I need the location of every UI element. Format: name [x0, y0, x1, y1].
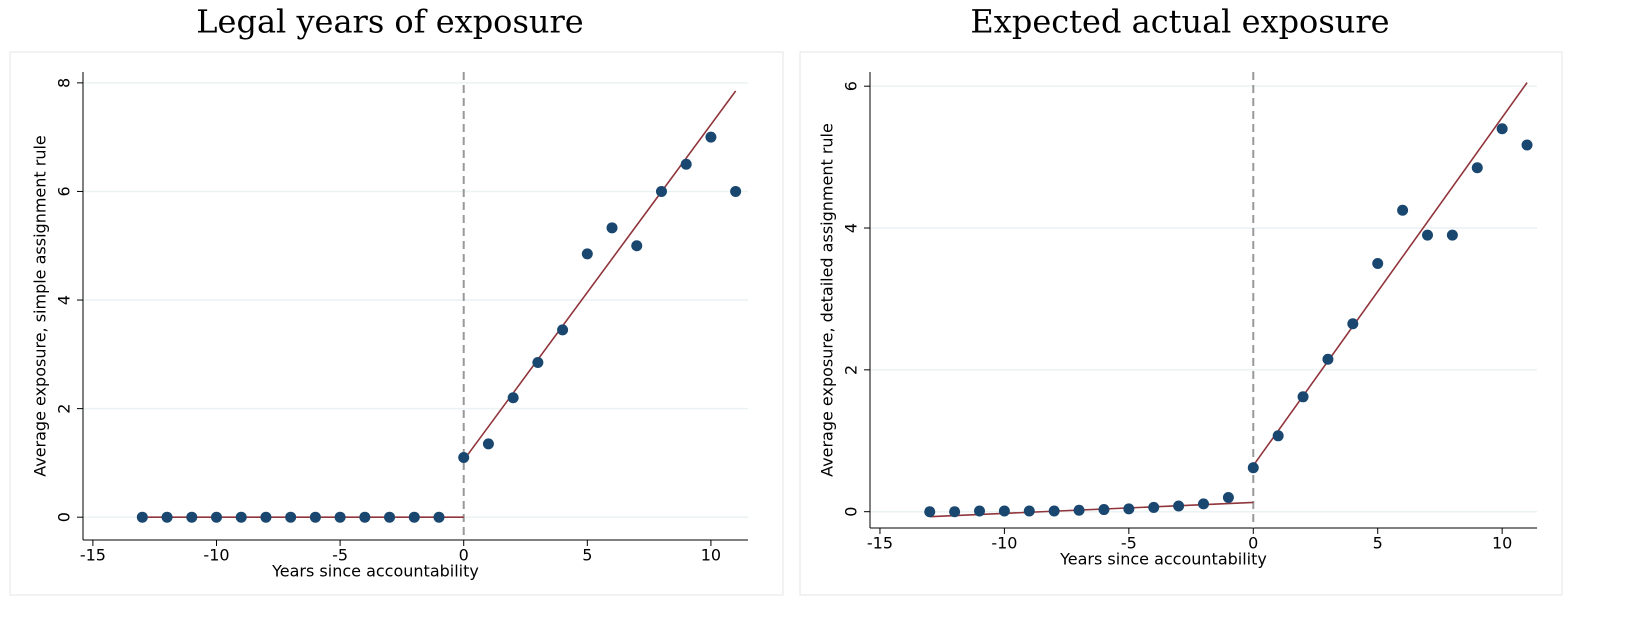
x-tick-label: 10: [701, 546, 721, 565]
point: [285, 511, 297, 523]
y-axis-label: Average exposure, detailed assignment ru…: [818, 123, 837, 477]
x-tick-label: 5: [582, 546, 592, 565]
point: [1098, 504, 1110, 516]
y-tick-label: 0: [55, 512, 74, 522]
point: [1446, 229, 1458, 241]
fit-line: [1252, 82, 1528, 467]
point: [606, 222, 618, 234]
point: [1173, 500, 1185, 512]
y-tick-label: 8: [55, 78, 74, 88]
point: [1198, 498, 1209, 510]
point: [1073, 504, 1085, 516]
point: [1496, 123, 1508, 135]
y-axis-label: Average exposure, simple assignment rule: [31, 135, 50, 477]
x-axis-label: Years since accountability: [271, 562, 479, 581]
point: [581, 248, 593, 260]
point: [1222, 492, 1234, 504]
point: [186, 511, 198, 523]
point: [730, 185, 742, 197]
x-tick-label: 0: [459, 546, 469, 565]
point: [334, 511, 346, 523]
point: [210, 511, 222, 523]
point: [384, 511, 396, 523]
point: [1372, 257, 1384, 269]
point: [136, 511, 148, 523]
point: [433, 511, 445, 523]
point: [260, 511, 272, 523]
y-tick-label: 2: [842, 365, 861, 375]
point: [359, 511, 371, 523]
point: [408, 511, 420, 523]
y-tick-label: 2: [55, 404, 74, 414]
point: [1421, 229, 1433, 241]
x-tick-label: -5: [332, 546, 348, 565]
y-tick-label: 0: [842, 507, 861, 517]
point: [507, 392, 519, 404]
point: [1297, 391, 1309, 403]
point: [1471, 162, 1483, 174]
point: [1521, 139, 1533, 151]
point: [974, 505, 986, 517]
chart-title: Legal years of exposure: [196, 3, 583, 41]
point: [924, 506, 936, 518]
point: [1347, 318, 1359, 330]
point: [949, 506, 961, 518]
panel-frame: [799, 51, 1563, 596]
x-tick-label: -5: [1121, 534, 1137, 553]
x-tick-label: 5: [1373, 534, 1383, 553]
point: [1397, 204, 1409, 216]
point: [458, 451, 470, 463]
point: [998, 505, 1010, 517]
point: [1272, 430, 1284, 442]
point: [1247, 462, 1259, 474]
point: [680, 158, 692, 170]
x-tick-label: -15: [80, 546, 106, 565]
point: [161, 511, 173, 523]
chart-title: Expected actual exposure: [970, 3, 1389, 41]
point: [482, 438, 494, 450]
point: [309, 511, 321, 523]
y-tick-label: 6: [55, 186, 74, 196]
x-tick-label: -10: [991, 534, 1017, 553]
x-tick-label: -10: [203, 546, 229, 565]
point: [1322, 353, 1334, 365]
y-tick-label: 4: [55, 295, 74, 305]
point: [532, 356, 544, 368]
point: [705, 131, 717, 143]
point: [631, 240, 643, 252]
point: [1148, 501, 1160, 513]
point: [235, 511, 247, 523]
y-tick-label: 4: [842, 223, 861, 233]
point: [1048, 505, 1060, 517]
x-tick-label: -15: [867, 534, 893, 553]
point: [1023, 505, 1035, 517]
x-tick-label: 10: [1492, 534, 1512, 553]
point: [1123, 503, 1135, 515]
point: [655, 185, 667, 197]
panel-frame: [9, 51, 784, 596]
y-tick-label: 6: [842, 81, 861, 91]
x-tick-label: 0: [1248, 534, 1258, 553]
point: [557, 324, 569, 336]
x-axis-label: Years since accountability: [1059, 550, 1267, 569]
